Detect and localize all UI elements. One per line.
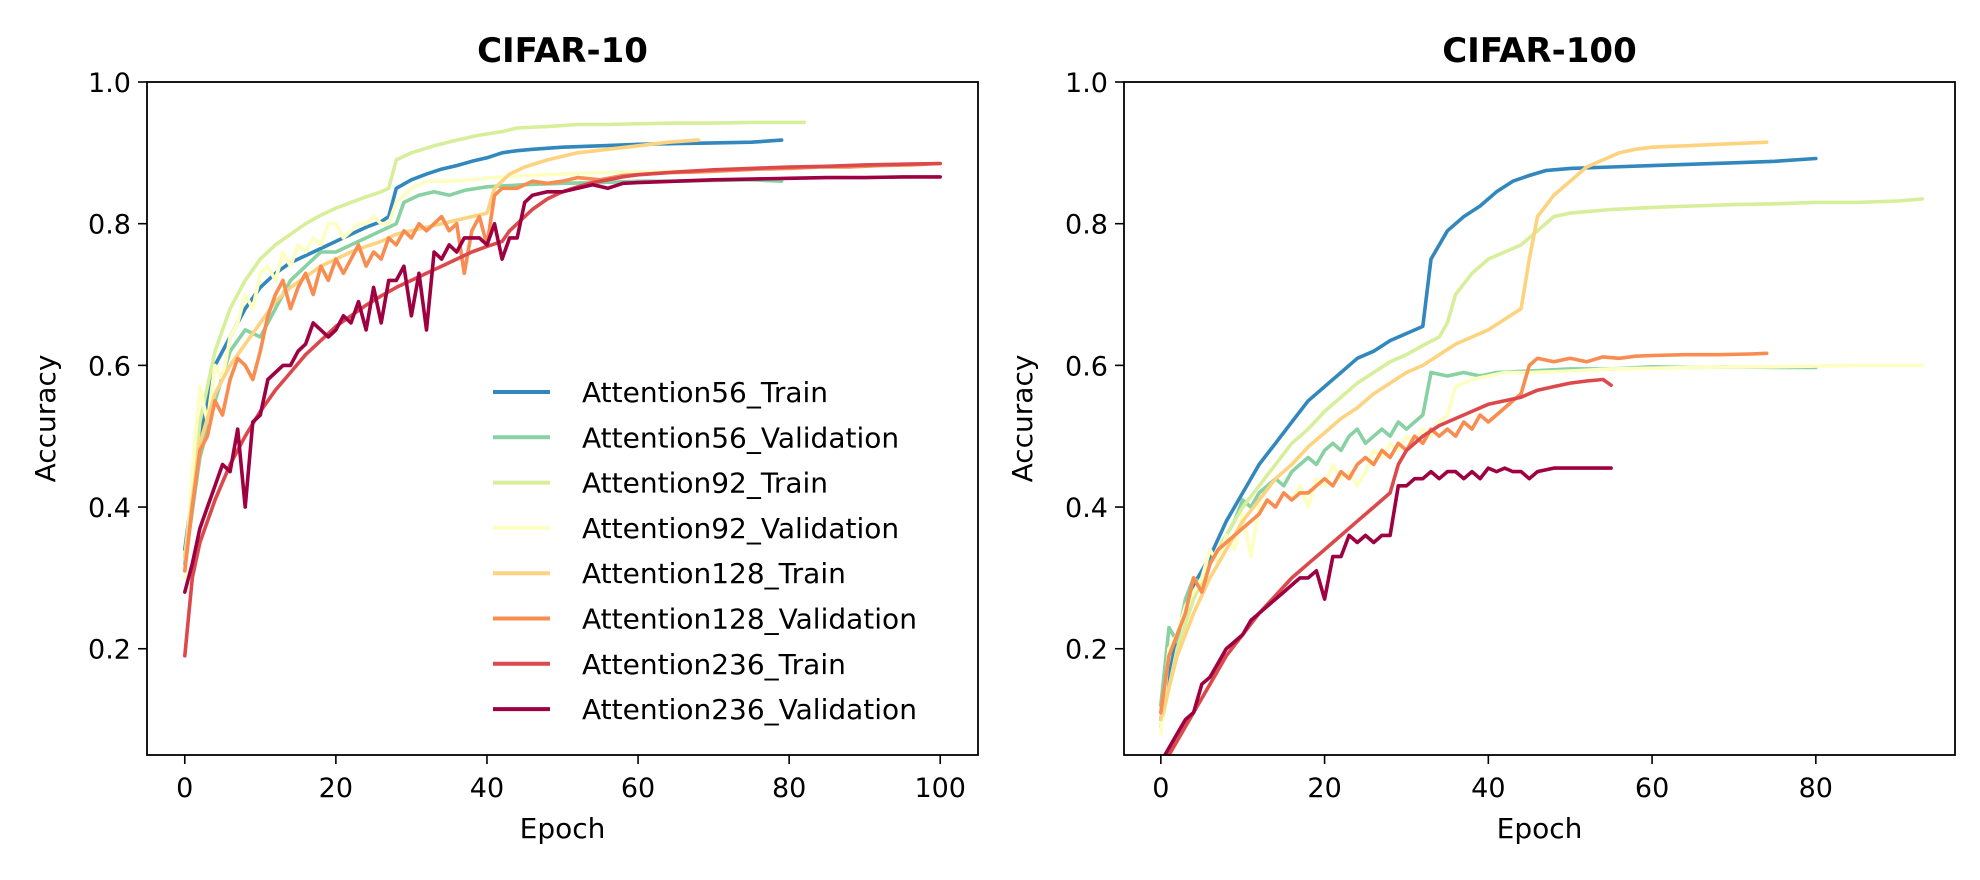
series-line-attention236-validation <box>183 175 942 594</box>
x-tick-label: 20 <box>319 773 353 804</box>
y-tick-label: 1.0 <box>1065 68 1108 99</box>
x-tick-label: 60 <box>1635 773 1669 804</box>
x-tick-label: 20 <box>1307 773 1341 804</box>
x-tick-label: 0 <box>176 773 193 804</box>
y-tick-label: 0.2 <box>1065 635 1108 666</box>
series-group <box>1159 140 1925 755</box>
series-line-attention56-train <box>183 138 784 552</box>
y-tick-label: 0.6 <box>1065 351 1108 382</box>
panel-2: 0 20 40 60 80 0.2 0.4 0.6 0.8 1.0 CIFAR-100 Epoch Ac… <box>1006 31 1956 845</box>
y-tick-label: 0.6 <box>88 351 131 382</box>
legend: Attention56_Train Attention56_Validation A… <box>493 376 917 726</box>
series-line-attention92-validation <box>1159 363 1925 736</box>
x-tick-label: 60 <box>621 773 655 804</box>
y-axis-label: Accuracy <box>29 355 62 483</box>
series-line-attention56-train <box>1159 156 1818 722</box>
x-tick-label: 100 <box>914 773 966 804</box>
x-axis-label: Epoch <box>520 812 606 845</box>
chart-title: CIFAR-100 <box>1442 31 1637 71</box>
series-line-attention56-validation <box>1159 365 1818 708</box>
legend-label: Attention56_Validation <box>582 421 899 454</box>
legend-label: Attention236_Train <box>582 648 846 681</box>
y-axis-label: Accuracy <box>1006 355 1039 483</box>
series-line-attention236-validation <box>1162 466 1613 755</box>
series-line-attention56-validation <box>183 178 784 566</box>
series-line-attention236-train <box>183 161 942 658</box>
legend-label: Attention92_Validation <box>582 512 899 545</box>
x-tick-label: 40 <box>1471 773 1505 804</box>
y-tick-label: 0.4 <box>1065 493 1108 524</box>
x-axis-label: Epoch <box>1497 812 1583 845</box>
x-tick-label: 80 <box>1799 773 1833 804</box>
legend-label: Attention236_Validation <box>582 693 917 726</box>
y-tick-label: 1.0 <box>88 68 131 99</box>
legend-label: Attention128_Train <box>582 557 846 590</box>
series-line-attention92-train <box>183 120 806 559</box>
series-line-attention92-train <box>1159 197 1925 729</box>
series-line-attention236-train <box>1166 377 1613 755</box>
y-tick-label: 0.8 <box>88 210 131 241</box>
series-line-attention92-validation <box>183 168 701 580</box>
plot-frame <box>146 81 979 756</box>
panel-1: 0 20 40 60 80 100 0.2 0.4 0.6 0.8 1.0 CIFAR-10 Epoch… <box>29 31 979 845</box>
y-tick-label: 0.8 <box>1065 210 1108 241</box>
x-tick-label: 40 <box>470 773 504 804</box>
y-tick-label: 0.2 <box>88 635 131 666</box>
series-group <box>183 120 942 658</box>
x-tick-label: 0 <box>1152 773 1169 804</box>
legend-label: Attention56_Train <box>582 376 828 409</box>
series-line-attention128-validation <box>1159 351 1769 715</box>
y-tick-label: 0.4 <box>88 493 131 524</box>
series-line-attention128-train <box>1159 140 1769 722</box>
plot-frame <box>1123 81 1956 756</box>
legend-label: Attention128_Validation <box>582 603 917 636</box>
legend-label: Attention92_Train <box>582 467 828 500</box>
series-line-attention128-validation <box>183 161 942 573</box>
x-tick-label: 80 <box>772 773 806 804</box>
chart-title: CIFAR-10 <box>477 31 648 71</box>
